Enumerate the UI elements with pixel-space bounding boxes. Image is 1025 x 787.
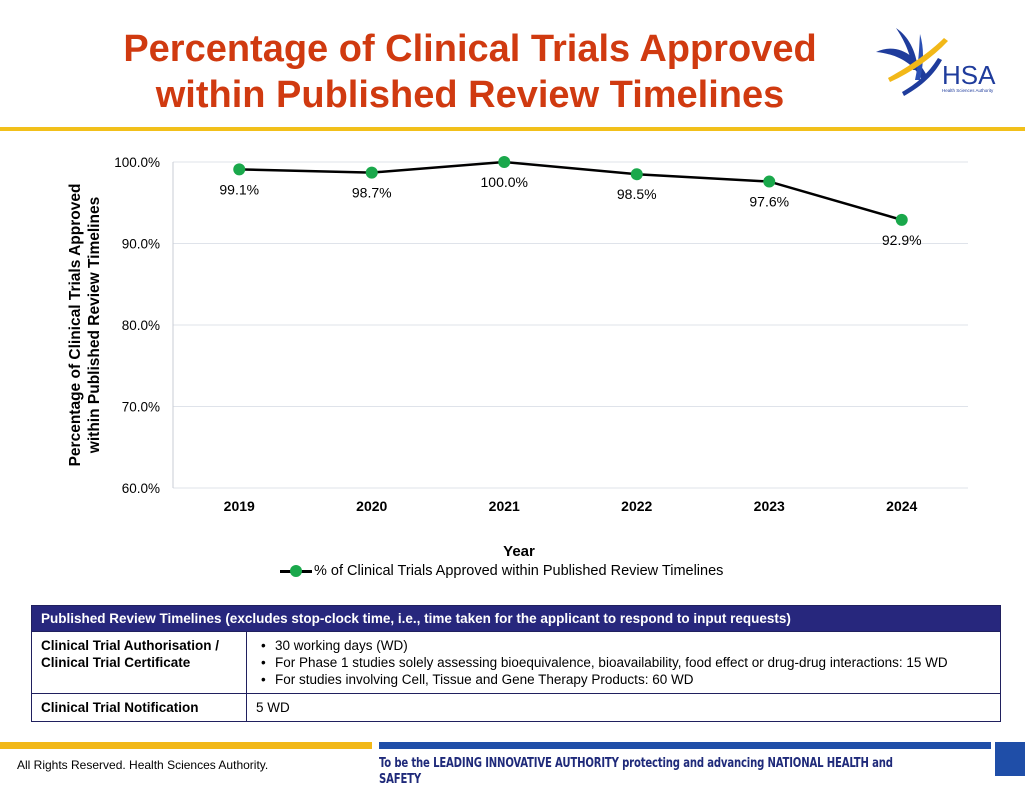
x-tick-label: 2020	[356, 498, 387, 514]
footer-bar-blue	[379, 742, 991, 749]
series-line	[239, 160, 903, 222]
y-tick-label: 80.0%	[122, 318, 160, 333]
table-row: Clinical Trial Authorisation / Clinical …	[31, 631, 1001, 694]
logo-swoosh-blue-2	[896, 28, 918, 70]
data-point	[895, 213, 908, 226]
timeline-list: 30 working days (WD) For Phase 1 studies…	[256, 637, 991, 688]
row-label-line2: Clinical Trial Certificate	[41, 655, 191, 670]
data-label: 92.9%	[882, 232, 922, 248]
y-axis-label-line2: within Published Review Timelines	[86, 197, 103, 454]
y-tick-label: 60.0%	[122, 481, 160, 496]
x-tick-label: 2019	[224, 498, 255, 514]
x-tick-label: 2023	[754, 498, 785, 514]
logo-subtext: Health Sciences Authority	[942, 88, 994, 93]
legend-label: % of Clinical Trials Approved within Pub…	[314, 563, 724, 579]
line-chart: 60.0% 70.0% 80.0% 90.0% 100.0% 2019 2020 2021 2…	[67, 155, 968, 560]
legend-swatch	[280, 561, 312, 581]
x-axis-label: Year	[503, 543, 535, 560]
y-tick-label: 70.0%	[122, 400, 160, 415]
footer-tagline: To be the LEADING INNOVATIVE AUTHORITY p…	[379, 755, 893, 787]
legend-marker	[290, 565, 302, 577]
row-label-line1: Clinical Trial Authorisation /	[41, 638, 220, 653]
data-point	[498, 156, 511, 168]
review-timelines-table: Published Review Timelines (excludes sto…	[31, 605, 1001, 722]
x-tick-label: 2021	[489, 498, 520, 514]
data-point	[630, 168, 643, 181]
y-tick-label: 100.0%	[114, 155, 160, 170]
logo-swoosh-blue-3	[915, 34, 923, 80]
data-label: 97.6%	[749, 194, 789, 210]
data-label: 98.7%	[352, 185, 392, 201]
row-value: 5 WD	[246, 693, 1001, 722]
data-point	[233, 163, 246, 176]
row-value: 30 working days (WD) For Phase 1 studies…	[246, 631, 1001, 694]
title-divider	[0, 127, 1025, 131]
hsa-logo: HSA Health Sciences Authority	[876, 28, 996, 96]
list-item: 30 working days (WD)	[256, 637, 991, 654]
x-tick-label: 2024	[886, 498, 917, 514]
data-point	[365, 166, 378, 179]
table-row: Clinical Trial Notification 5 WD	[31, 693, 1001, 722]
x-tick-label: 2022	[621, 498, 652, 514]
row-label: Clinical Trial Notification	[31, 693, 247, 722]
chart-legend: % of Clinical Trials Approved within Pub…	[280, 561, 723, 581]
table-header-row: Published Review Timelines (excludes sto…	[31, 605, 1001, 632]
data-label: 99.1%	[219, 181, 259, 197]
footer-copyright: All Rights Reserved. Health Sciences Aut…	[17, 758, 269, 772]
logo-swoosh-blue-4	[902, 58, 942, 96]
page-title: Percentage of Clinical Trials Approved w…	[40, 26, 900, 118]
y-tick-label: 90.0%	[122, 237, 160, 252]
page-title-line1: Percentage of Clinical Trials Approved	[123, 28, 817, 70]
list-item: For Phase 1 studies solely assessing bio…	[256, 654, 991, 671]
data-point	[763, 175, 776, 188]
footer-bar-yellow	[0, 742, 372, 749]
data-label: 98.5%	[617, 186, 657, 202]
data-label: 100.0%	[481, 174, 528, 190]
page-title-line2: within Published Review Timelines	[155, 74, 785, 116]
table-header: Published Review Timelines (excludes sto…	[31, 605, 1001, 632]
y-axis-label-line1: Percentage of Clinical Trials Approved	[67, 184, 84, 467]
logo-swoosh-yellow	[888, 38, 948, 82]
footer-bar-blue-end	[995, 742, 1025, 776]
footer-bars	[0, 738, 1025, 776]
row-label: Clinical Trial Authorisation / Clinical …	[31, 631, 247, 694]
list-item: For studies involving Cell, Tissue and G…	[256, 671, 991, 688]
logo-text: HSA	[942, 60, 996, 90]
